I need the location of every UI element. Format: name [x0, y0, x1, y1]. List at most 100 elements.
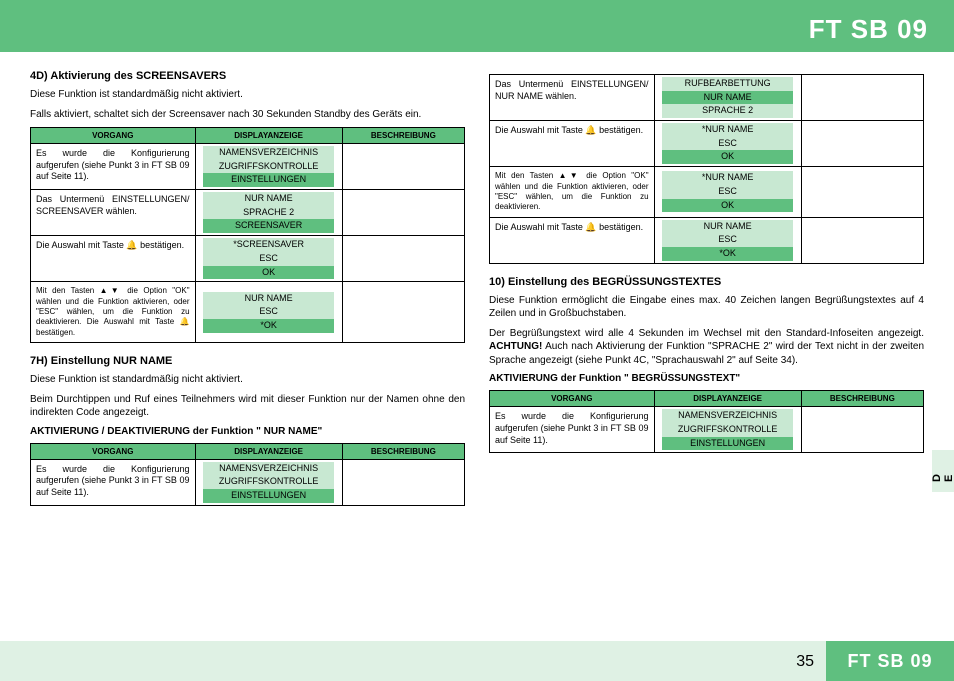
cell-vorgang: Es wurde die Konfigurierung aufgerufen (…	[31, 144, 196, 189]
th-display: DISPLAYANZEIGE	[196, 444, 343, 459]
display-line: NUR NAME	[203, 192, 334, 206]
display-line: NAMENSVERZEICHNIS	[203, 462, 334, 476]
display-line: RUFBEARBETTUNG	[662, 77, 793, 91]
sec-10-p2a: Der Begrüßungstext wird alle 4 Sekunden …	[489, 328, 924, 339]
cell-vorgang: Die Auswahl mit Taste 🔔 bestätigen.	[31, 236, 196, 281]
sec-7h-title: 7H) Einstellung NUR NAME	[30, 355, 465, 367]
cell-vorgang: Mit den Tasten ▲▼ die Option "OK" wählen…	[490, 167, 655, 217]
sec-10-warn: ACHTUNG!	[489, 341, 542, 352]
cell-display: NAMENSVERZEICHNISZUGRIFFSKONTROLLEEINSTE…	[655, 407, 802, 452]
table-right-top: Das Untermenü EINSTELLUNGEN/ NUR NAME wä…	[489, 74, 924, 264]
cell-vorgang: Das Untermenü EINSTELLUNGEN/ SCREENSAVER…	[31, 190, 196, 235]
table-row: Mit den Tasten ▲▼ die Option "OK" wählen…	[31, 281, 464, 342]
sec-4d-p1: Diese Funktion ist standardmäßig nicht a…	[30, 88, 465, 102]
table-row: Die Auswahl mit Taste 🔔 bestätigen.NUR N…	[490, 217, 923, 263]
cell-vorgang: Es wurde die Konfigurierung aufgerufen (…	[31, 460, 196, 505]
language-label: D E	[931, 460, 954, 482]
cell-beschr	[802, 167, 923, 217]
display-line: *SCREENSAVER	[203, 238, 334, 252]
table-row: Das Untermenü EINSTELLUNGEN/ NUR NAME wä…	[490, 75, 923, 120]
sec-10-p1: Diese Funktion ermöglicht die Eingabe ei…	[489, 294, 924, 321]
display-line: ZUGRIFFSKONTROLLE	[203, 475, 334, 489]
table-10: VORGANG DISPLAYANZEIGE BESCHREIBUNG Es w…	[489, 390, 924, 453]
cell-beschr	[802, 407, 923, 452]
cell-beschr	[802, 121, 923, 166]
table-row: Die Auswahl mit Taste 🔔 bestätigen.*NUR …	[490, 120, 923, 166]
cell-display: NAMENSVERZEICHNISZUGRIFFSKONTROLLEEINSTE…	[196, 144, 343, 189]
cell-vorgang: Die Auswahl mit Taste 🔔 bestätigen.	[490, 218, 655, 263]
cell-vorgang: Es wurde die Konfigurierung aufgerufen (…	[490, 407, 655, 452]
display-line: EINSTELLUNGEN	[203, 173, 334, 187]
cell-display: *NUR NAMEESCOK	[655, 167, 802, 217]
cell-beschr	[343, 144, 464, 189]
page-content: 4D) Aktivierung des SCREENSAVERS Diese F…	[30, 70, 924, 631]
table-row: Es wurde die Konfigurierung aufgerufen (…	[31, 143, 464, 189]
table-7h: VORGANG DISPLAYANZEIGE BESCHREIBUNG Es w…	[30, 443, 465, 506]
display-line: SCREENSAVER	[203, 219, 334, 233]
display-line: EINSTELLUNGEN	[203, 489, 334, 503]
cell-beschr	[802, 218, 923, 263]
cell-beschr	[343, 190, 464, 235]
display-line: ESC	[662, 233, 793, 247]
display-line: *OK	[203, 319, 334, 333]
language-tab: D E	[932, 450, 954, 492]
display-line: ZUGRIFFSKONTROLLE	[203, 160, 334, 174]
display-line: SPRACHE 2	[662, 104, 793, 118]
display-line: ESC	[203, 305, 334, 319]
cell-display: NUR NAMEESC*OK	[196, 282, 343, 342]
footer-bar: 35 FT SB 09	[0, 641, 954, 681]
cell-beschr	[343, 460, 464, 505]
sec-7h-p1: Diese Funktion ist standardmäßig nicht a…	[30, 373, 465, 387]
th-vorgang: VORGANG	[31, 444, 196, 459]
display-line: OK	[662, 199, 793, 213]
th-vorgang: VORGANG	[490, 391, 655, 406]
display-line: SPRACHE 2	[203, 206, 334, 220]
cell-display: RUFBEARBETTUNGNUR NAMESPRACHE 2	[655, 75, 802, 120]
th-display: DISPLAYANZEIGE	[655, 391, 802, 406]
cell-beschr	[343, 282, 464, 342]
display-line: ESC	[203, 252, 334, 266]
th-beschr: BESCHREIBUNG	[802, 391, 923, 406]
cell-display: NUR NAMEESC*OK	[655, 218, 802, 263]
cell-display: *NUR NAMEESCOK	[655, 121, 802, 166]
display-line: NUR NAME	[203, 292, 334, 306]
cell-vorgang: Das Untermenü EINSTELLUNGEN/ NUR NAME wä…	[490, 75, 655, 120]
sec-7h-sub: AKTIVIERUNG / DEAKTIVIERUNG der Funktion…	[30, 426, 465, 437]
display-line: *OK	[662, 247, 793, 261]
cell-beschr	[343, 236, 464, 281]
th-beschr: BESCHREIBUNG	[343, 444, 464, 459]
th-beschr: BESCHREIBUNG	[343, 128, 464, 143]
display-line: NAMENSVERZEICHNIS	[662, 409, 793, 423]
display-line: *NUR NAME	[662, 123, 793, 137]
sec-10-p2b: Auch nach Aktivierung der Funktion "SPRA…	[489, 341, 924, 366]
sec-4d-title: 4D) Aktivierung des SCREENSAVERS	[30, 70, 465, 82]
left-column: 4D) Aktivierung des SCREENSAVERS Diese F…	[30, 70, 465, 631]
cell-display: NUR NAMESPRACHE 2SCREENSAVER	[196, 190, 343, 235]
sec-4d-p2: Falls aktiviert, schaltet sich der Scree…	[30, 108, 465, 122]
sec-10-title: 10) Einstellung des BEGRÜSSUNGSTEXTES	[489, 276, 924, 288]
table-row: Das Untermenü EINSTELLUNGEN/ SCREENSAVER…	[31, 189, 464, 235]
right-column: Das Untermenü EINSTELLUNGEN/ NUR NAME wä…	[489, 70, 924, 631]
header-title: FT SB 09	[809, 14, 928, 45]
sec-10-sub: AKTIVIERUNG der Funktion " BEGRÜSSUNGSTE…	[489, 373, 924, 384]
cell-vorgang: Mit den Tasten ▲▼ die Option "OK" wählen…	[31, 282, 196, 342]
cell-vorgang: Die Auswahl mit Taste 🔔 bestätigen.	[490, 121, 655, 166]
display-line: OK	[662, 150, 793, 164]
display-line: EINSTELLUNGEN	[662, 437, 793, 451]
sec-10-p2: Der Begrüßungstext wird alle 4 Sekunden …	[489, 327, 924, 368]
table-head: VORGANG DISPLAYANZEIGE BESCHREIBUNG	[31, 444, 464, 459]
table-row: Es wurde die Konfigurierung aufgerufen (…	[490, 406, 923, 452]
page-number: 35	[796, 653, 814, 671]
cell-beschr	[802, 75, 923, 120]
sec-7h-p2: Beim Durchtippen und Ruf eines Teilnehme…	[30, 393, 465, 420]
table-row: Mit den Tasten ▲▼ die Option "OK" wählen…	[490, 166, 923, 217]
header-bar: FT SB 09	[0, 0, 954, 52]
display-line: ESC	[662, 137, 793, 151]
table-head: VORGANG DISPLAYANZEIGE BESCHREIBUNG	[31, 128, 464, 143]
display-line: ESC	[662, 185, 793, 199]
footer-title: FT SB 09	[826, 641, 954, 681]
th-display: DISPLAYANZEIGE	[196, 128, 343, 143]
display-line: OK	[203, 266, 334, 280]
table-head: VORGANG DISPLAYANZEIGE BESCHREIBUNG	[490, 391, 923, 406]
cell-display: *SCREENSAVERESCOK	[196, 236, 343, 281]
